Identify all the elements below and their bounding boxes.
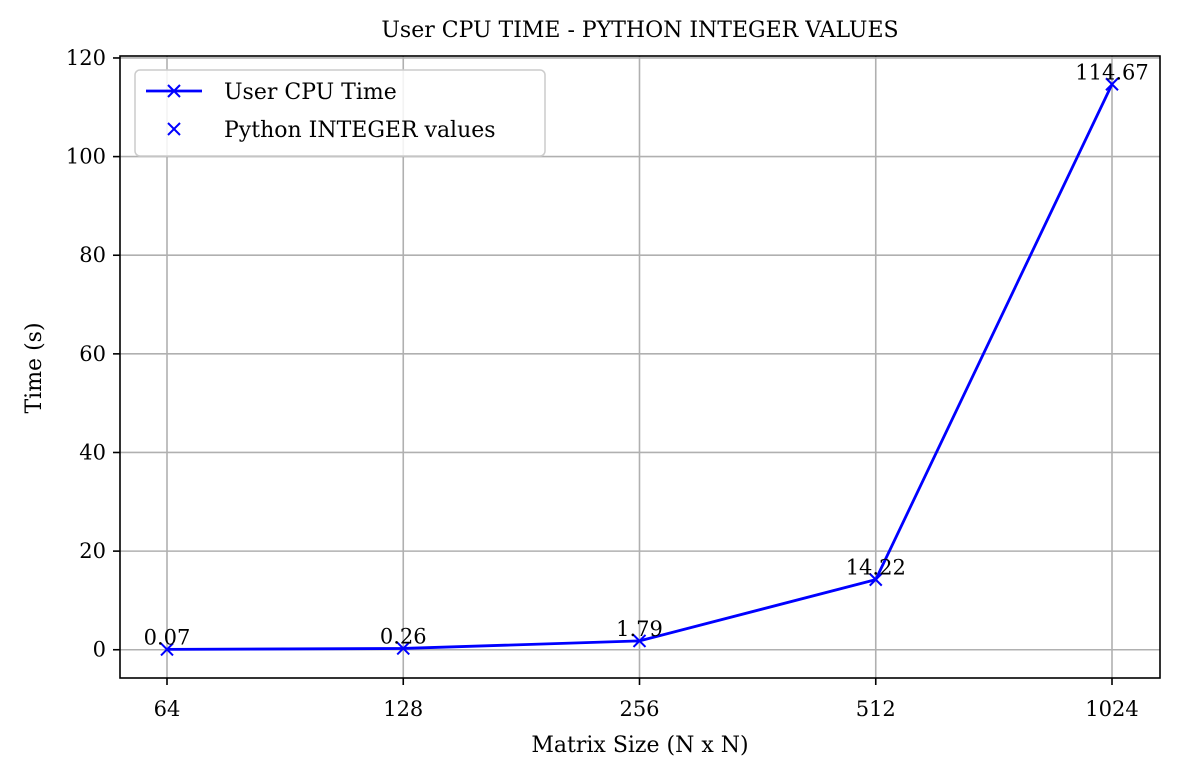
data-label: 1.79 — [616, 617, 663, 641]
marker-stroke — [160, 642, 174, 657]
marker-stroke — [396, 641, 410, 656]
series-layer — [160, 77, 1119, 657]
y-tick-label: 0 — [93, 638, 106, 662]
x-axis-label: Matrix Size (N x N) — [531, 733, 748, 758]
y-tick-label: 120 — [66, 46, 106, 70]
legend-label-user-cpu-time: User CPU Time — [224, 80, 397, 105]
data-label: 114.67 — [1075, 60, 1148, 84]
data-point-marker — [869, 572, 883, 587]
data-point-marker — [396, 641, 410, 656]
y-tick-label: 100 — [66, 145, 106, 169]
legend-marker-python-integer-values — [167, 122, 181, 136]
x-tick-label: 512 — [856, 697, 896, 721]
y-axis-label: Time (s) — [22, 322, 47, 413]
data-point-marker — [1105, 77, 1119, 91]
y-tick-label: 20 — [79, 539, 106, 563]
data-label: 0.07 — [144, 625, 191, 649]
y-tick-label: 40 — [79, 440, 106, 464]
x-tick-label: 64 — [154, 697, 181, 721]
data-label: 0.26 — [380, 624, 427, 648]
legend-marker-user-cpu-time — [167, 84, 181, 98]
x-tick-label: 1024 — [1085, 697, 1138, 721]
grid — [120, 56, 1160, 678]
marker-stroke — [632, 634, 647, 648]
x-tick-label: 128 — [383, 697, 423, 721]
marker-stroke — [869, 572, 883, 587]
data-labels: 0.07 0.26 1.79 14.22 114.67 — [144, 60, 1149, 649]
y-tick-label: 60 — [79, 342, 106, 366]
data-point-marker — [160, 642, 174, 657]
marker-stroke — [1105, 77, 1119, 91]
y-tick-label: 80 — [79, 243, 106, 267]
x-tick-label: 256 — [619, 697, 659, 721]
legend-label-python-integer-values: Python INTEGER values — [224, 118, 496, 143]
chart-title: User CPU TIME - PYTHON INTEGER VALUES — [381, 18, 898, 43]
legend: User CPU Time Python INTEGER values — [134, 69, 546, 157]
ticks: 0 20 40 60 80 100 120 64 128 256 512 1024 — [66, 46, 1139, 721]
data-label: 14.22 — [846, 556, 906, 580]
data-point-marker — [632, 634, 647, 648]
legend-box — [134, 69, 546, 157]
